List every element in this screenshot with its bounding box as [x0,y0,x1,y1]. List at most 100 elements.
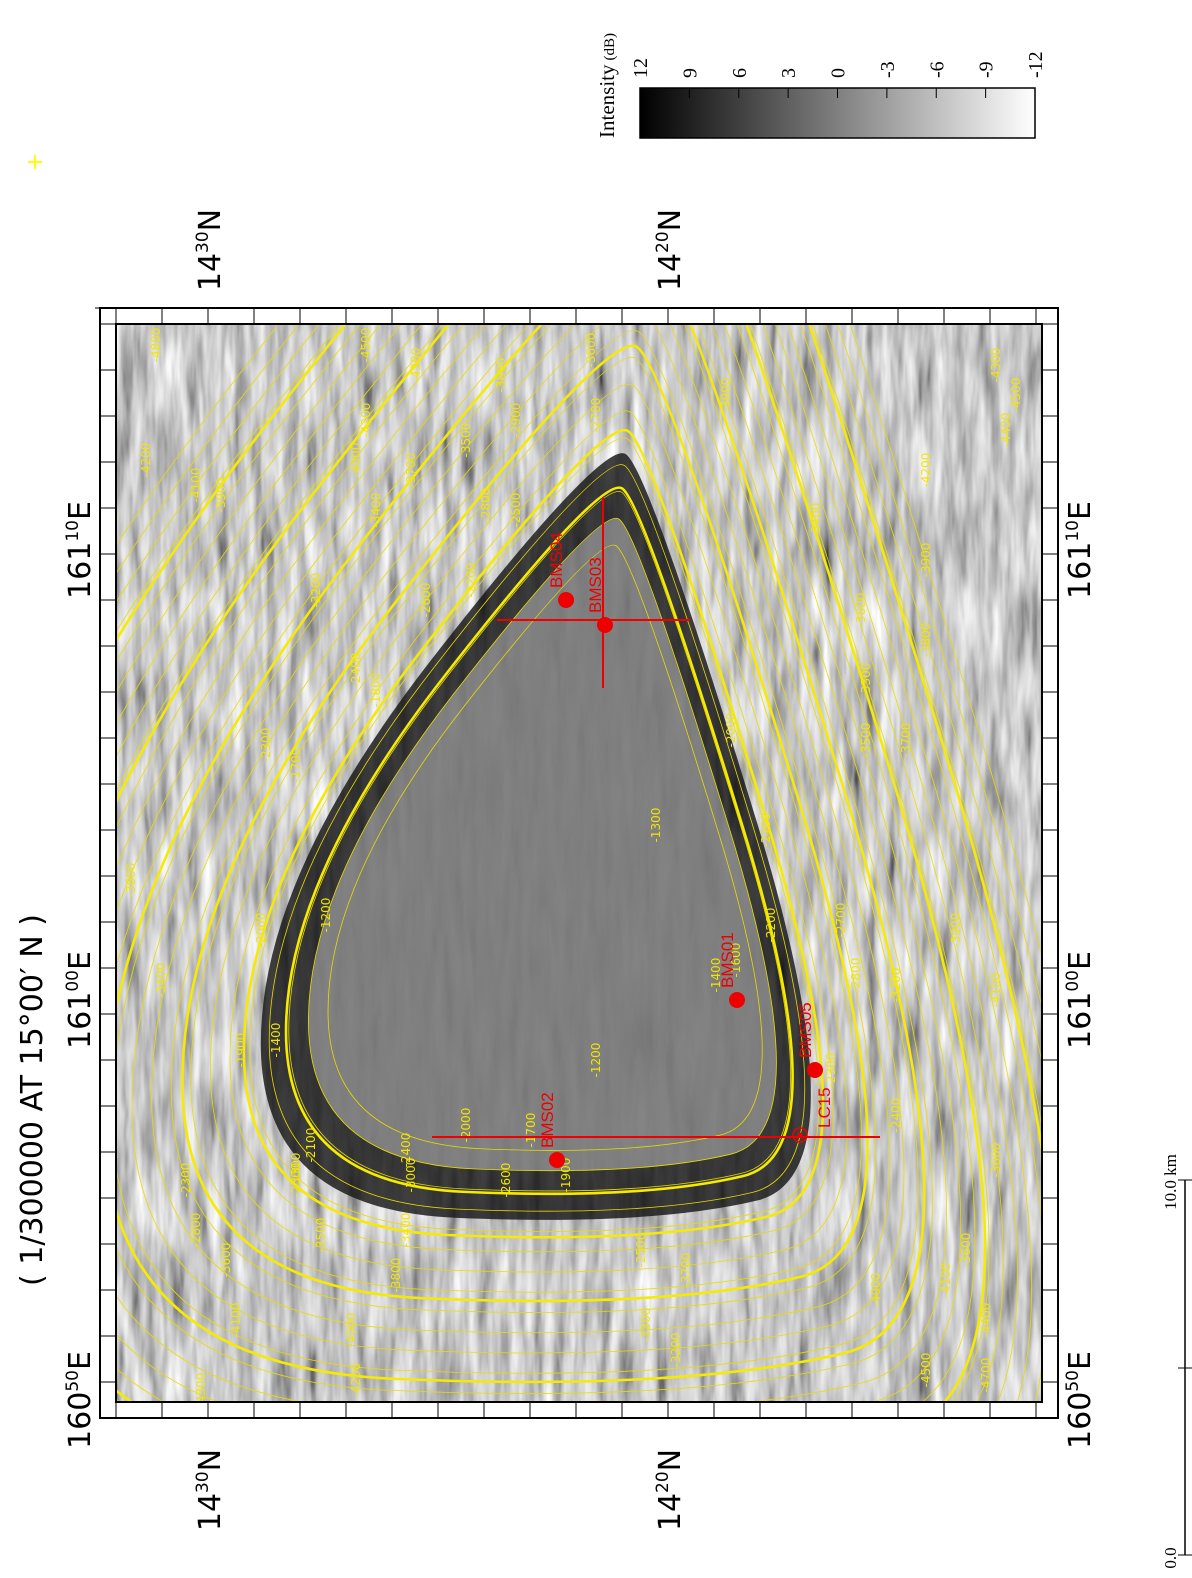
lat-label-deg: 14 [193,1493,228,1531]
contour-major [116,324,987,1402]
contour-label: -2400 [349,653,363,688]
lat-label-min: 20 [653,231,673,253]
lon-label-hemi: E [63,501,98,520]
contour-label: -4500 [919,1353,933,1388]
contour-label: -4100 [229,1303,243,1338]
lat-label-min: 30 [193,1471,213,1493]
contour [116,324,1042,959]
lon-label: 16050E [1063,1351,1098,1449]
contour-label: -3700 [679,1253,693,1288]
station-label: BMS03 [586,557,605,613]
contour-label: -3400 [399,1213,413,1248]
contour-label: -3400 [809,503,823,538]
colorbar-tick-label: 9 [679,68,701,78]
contour [116,324,933,1394]
lat-label: 1430N [193,1449,228,1531]
lon-label-min: 00 [1063,970,1083,992]
contour-label: -3700 [404,453,418,488]
contour-label: -2000 [254,913,268,948]
lon-label: 16100E [1063,951,1098,1049]
contour [131,324,905,1354]
contour-label: -4100 [939,1263,953,1298]
contour-label: -3400 [369,493,383,528]
colorbar-title-text: Intensity [595,64,619,138]
colorbar-tick-label: -12 [1025,51,1047,78]
contour-label: -1300 [649,808,663,843]
contour-label: -2600 [499,1163,513,1198]
sonar-image: -4800 -4500 -4300 -3800 -3600 -2900 -2700 -3000… [116,324,1042,1408]
contour-label: -2700 [834,903,848,938]
colorbar-tick-label: -6 [926,61,948,78]
contour-label: -3900 [949,913,963,948]
lat-label-hemi: N [193,1449,228,1471]
lat-label-deg: 14 [653,253,688,291]
contour [288,491,791,1192]
lon-label-hemi: E [63,951,98,970]
map-inner-frame [115,323,1043,1403]
lon-label-deg: 160 [63,1392,98,1449]
contour-label: -4200 [139,443,153,478]
contour [268,464,806,1212]
contour [116,324,1042,1065]
station-marker [797,1132,803,1138]
lat-label-min: 30 [193,231,213,253]
contour-label: -2500 [509,493,523,528]
contour-label: -4400 [979,1303,993,1338]
contour-label: -1200 [589,1043,603,1078]
lon-label: 16110E [1063,501,1098,599]
colorbar-title: Intensity (dB) [595,33,619,138]
contour-label: -1800 [369,673,383,708]
colorbar-tick-label: -3 [877,61,899,78]
station-marker [807,1062,823,1078]
contour-label: -4200 [919,453,933,488]
contour-label: -4000 [344,1313,358,1348]
colorbar-tick-label: 6 [729,68,751,78]
contour [229,410,834,1253]
contour-label: -4300 [409,348,423,383]
contour [116,324,990,1402]
contour-label: -4300 [194,1373,208,1408]
contour-label: -1900 [234,1033,248,1068]
contour-label: -3600 [959,1233,973,1268]
station-label: BMS02 [538,1092,557,1148]
contour-label: -3600 [854,593,868,628]
contour-label: -3500 [859,723,873,758]
colorbar-tick-label: 0 [828,68,850,78]
contour-major [116,324,926,1384]
contour-label: -2200 [464,563,478,598]
contour [116,324,976,1402]
station-marker [792,1127,808,1143]
registration-mark [28,155,42,169]
contour-label: -3800 [494,358,508,393]
station-marker [729,992,745,1008]
contour-label: -3300 [639,1308,653,1343]
contour-label: -4100 [189,468,203,503]
contour-label: -2400 [889,1098,903,1133]
map-frame [99,307,1059,1419]
lon-label-min: 00 [63,970,83,992]
contour-label: -2500 [289,1163,303,1198]
lon-label-hemi: E [1063,951,1098,970]
colorbar-tick-label: 12 [630,58,652,78]
lat-label-min: 20 [653,1471,673,1493]
contour-label: -4200 [349,1363,363,1398]
contour-label: -1400 [709,958,723,993]
lat-label-deg: 14 [193,253,228,291]
contour-label: -3000 [719,378,733,413]
station-label: LC15 [815,1087,834,1128]
contour [151,324,891,1334]
contour-label: -4700 [979,1358,993,1393]
contour-label: -3800 [919,623,933,658]
contour-label: -1700 [289,748,303,783]
contour-label: -3900 [919,543,933,578]
contour-label: -2300 [179,1163,193,1198]
contour-label: -3500 [314,1218,328,1253]
contour-label: -3500 [459,423,473,458]
contour-label: -3800 [389,1258,403,1293]
contour [116,324,1004,1402]
contour-major [181,344,869,1303]
lon-label-deg: 161 [63,542,98,599]
contour-label: -3200 [889,968,903,1003]
contour-label: -1900 [559,1158,573,1193]
